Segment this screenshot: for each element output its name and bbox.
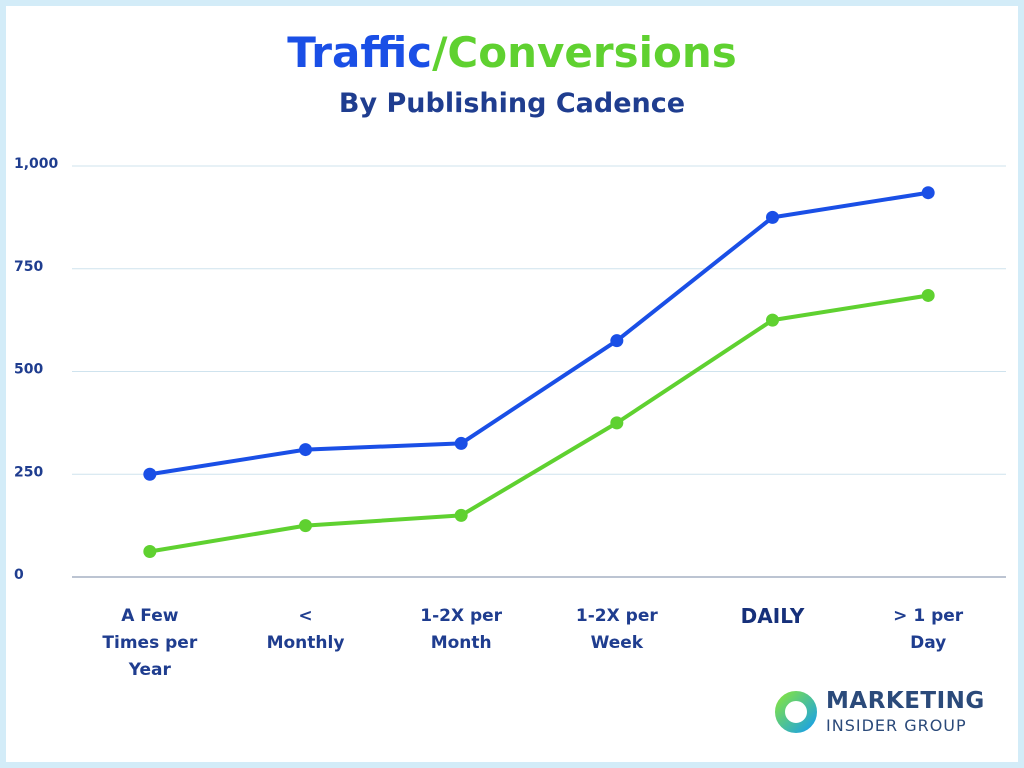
frame [6,6,1018,762]
data-point [610,334,624,348]
y-tick-label: 500 [14,362,43,378]
title-part: /Conversions [432,28,737,77]
y-tick-label: 250 [14,464,43,480]
data-point [299,519,312,533]
x-tick-label: A Few Times per Year [102,606,198,680]
x-tick-label: > 1 per Day [893,606,964,653]
data-point [766,313,779,327]
data-point [766,210,779,224]
logo-icon [775,691,817,733]
y-tick-label: 750 [14,259,43,275]
logo-text: INSIDER GROUP [826,716,967,735]
series-line [149,293,929,554]
y-tick-label: 1,000 [14,156,59,172]
data-point [143,545,157,559]
data-point [143,467,157,481]
y-tick-label: 0 [14,567,24,583]
series-line [149,190,929,477]
x-tick-label: DAILY [740,604,805,628]
data-point [610,416,624,430]
data-point [454,508,468,522]
logo-text: MARKETING [826,688,985,714]
data-point [454,436,468,450]
x-tick-label: 1-2X per Month [420,606,503,653]
title-part: Traffic [287,28,433,77]
data-point [921,186,935,200]
chart-subtitle: By Publishing Cadence [338,88,686,119]
chart-title: Traffic/Conversions [0,28,1024,77]
data-point [299,443,312,457]
data-point [921,288,935,302]
x-tick-label: 1-2X per Week [575,606,658,653]
x-tick-label: < Monthly [266,606,345,653]
